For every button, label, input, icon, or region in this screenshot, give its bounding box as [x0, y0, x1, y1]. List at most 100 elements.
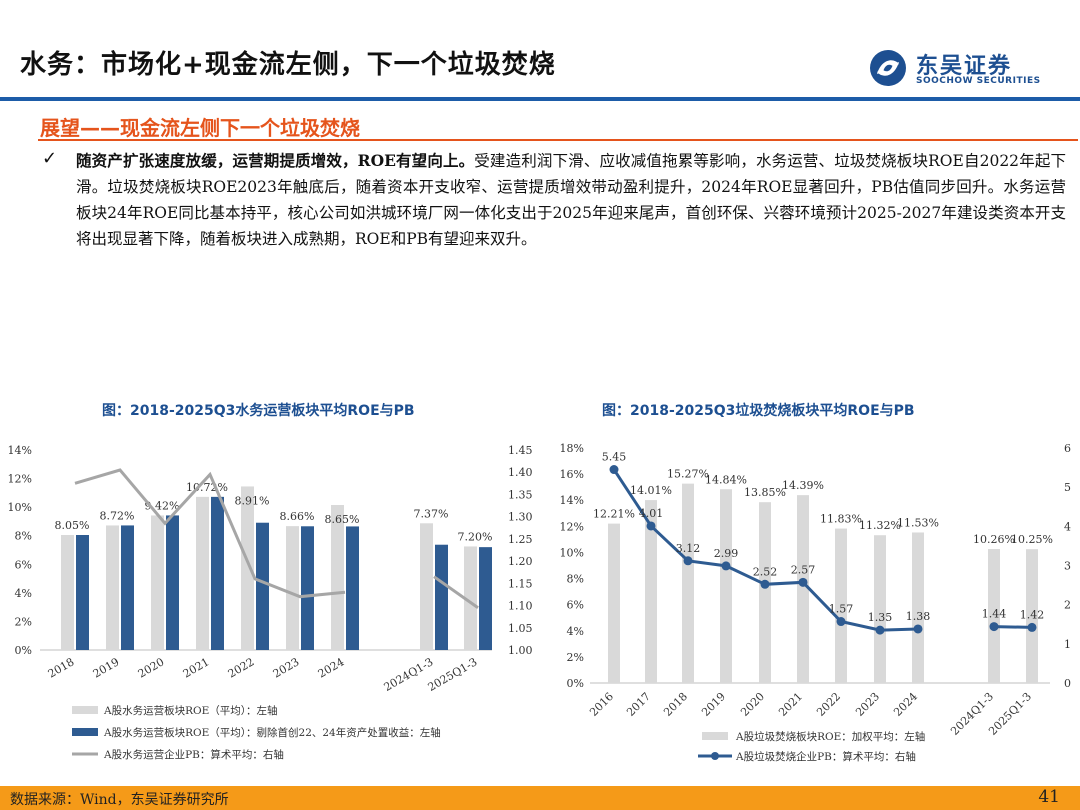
y-right-tick-label: 1.10	[508, 600, 533, 613]
pb-point	[875, 625, 885, 635]
pb-data-label: 2.57	[791, 563, 816, 576]
section-title: 展望——现金流左侧下一个垃圾焚烧	[40, 116, 360, 140]
roe-bar	[1026, 549, 1038, 683]
legend-label: A股水务运营企业PB：算术平均：右轴	[103, 748, 284, 761]
roe-bar	[608, 523, 620, 683]
roe-bar	[835, 528, 847, 683]
roe-adjusted-bar	[479, 547, 492, 650]
y-right-tick-label: 1.00	[508, 644, 533, 657]
checkmark-icon: ✓	[42, 148, 58, 169]
y-left-tick-label: 14%	[560, 494, 584, 507]
pb-data-label: 5.45	[602, 451, 627, 464]
x-tick-label: 2025Q1-3	[426, 655, 480, 694]
roe-adjusted-bar	[76, 535, 89, 650]
roe-bar	[420, 523, 433, 650]
x-tick-label: 2018	[661, 690, 690, 719]
pb-point	[646, 521, 656, 531]
pb-data-label: 1.44	[982, 608, 1007, 621]
pb-data-label: 1.35	[868, 611, 893, 624]
roe-bar	[286, 526, 299, 650]
y-left-tick-label: 0%	[567, 677, 584, 690]
header-divider	[0, 97, 1080, 101]
roe-bar	[106, 525, 119, 650]
y-left-tick-label: 0%	[15, 644, 32, 657]
pb-point	[609, 465, 619, 475]
pb-data-label: 3.12	[676, 542, 701, 555]
roe-data-label: 11.83%	[820, 513, 862, 526]
legend-label: A股水务运营板块ROE（平均）：左轴	[103, 704, 278, 717]
y-left-tick-label: 6%	[567, 599, 584, 612]
pb-data-label: 2.52	[753, 565, 778, 578]
x-tick-label: 2024	[891, 690, 920, 719]
roe-bar	[464, 546, 477, 650]
roe-adjusted-bar	[211, 496, 224, 650]
pb-point	[913, 624, 923, 634]
footer-source: 数据来源：Wind，东吴证券研究所	[10, 792, 229, 808]
roe-adjusted-bar	[435, 544, 448, 650]
page-number: 41	[1038, 787, 1060, 807]
roe-adjusted-bar	[256, 522, 269, 650]
x-tick-label: 2019	[699, 690, 728, 719]
chart1-title: 图：2018-2025Q3水务运营板块平均ROE与PB	[102, 403, 415, 419]
pb-point	[760, 579, 770, 589]
waste-roe-pb-chart: 0% 2% 4% 6% 8% 10% 12% 14% 16% 18% 0 1 2 3 4 5 6 12.21% 14…	[560, 442, 1071, 763]
roe-bar	[331, 505, 344, 650]
roe-data-label: 10.26%	[973, 533, 1015, 546]
x-tick-label: 2024Q1-3	[382, 655, 436, 694]
y-right-tick-label: 5	[1064, 481, 1071, 494]
x-tick-label: 2023	[853, 690, 882, 719]
roe-data-label: 13.85%	[744, 486, 786, 499]
roe-data-label: 8.66%	[280, 510, 315, 523]
page-title: 水务：市场化+现金流左侧，下一个垃圾焚烧	[20, 50, 556, 80]
y-left-tick-label: 16%	[560, 468, 584, 481]
x-tick-label: 2021	[776, 690, 805, 719]
roe-data-label: 7.37%	[414, 507, 449, 520]
bullet-bold-text: 随资产扩张速度放缓，运营期提质增效，ROE有望向上。	[76, 151, 475, 170]
y-left-tick-label: 12%	[560, 520, 584, 533]
pb-data-label: 2.99	[714, 547, 739, 560]
roe-data-label: 11.53%	[897, 516, 939, 529]
footer-bar	[0, 786, 1080, 810]
y-right-tick-label: 1	[1064, 638, 1071, 651]
roe-bar	[797, 495, 809, 683]
roe-bar	[682, 483, 694, 683]
y-right-tick-label: 4	[1064, 520, 1071, 533]
x-tick-label: 2017	[624, 690, 653, 719]
roe-bar	[988, 549, 1000, 683]
roe-bar	[720, 489, 732, 683]
y-right-tick-label: 1.25	[508, 533, 533, 546]
section-underline	[38, 139, 1078, 141]
pb-data-label: 1.38	[906, 610, 931, 623]
legend-swatch	[72, 706, 98, 714]
pb-line	[433, 575, 479, 610]
y-right-tick-label: 1.35	[508, 488, 533, 501]
y-left-tick-label: 10%	[560, 546, 584, 559]
y-left-tick-label: 18%	[560, 442, 584, 455]
roe-bar	[912, 532, 924, 683]
logo-en-text: SOOCHOW SECURITIES	[916, 76, 1041, 86]
y-left-tick-label: 4%	[567, 625, 584, 638]
pb-line	[993, 625, 1033, 629]
pb-data-label: 1.42	[1020, 608, 1045, 621]
pb-point	[683, 556, 693, 566]
y-left-tick-label: 2%	[567, 651, 584, 664]
y-left-tick-label: 8%	[567, 573, 584, 586]
bullet-paragraph: 随资产扩张速度放缓，运营期提质增效，ROE有望向上。受建造利润下滑、应收减值拖累…	[76, 148, 1066, 252]
roe-data-label: 12.21%	[593, 508, 635, 521]
x-tick-label: 2020	[136, 655, 167, 680]
roe-adjusted-bar	[166, 515, 179, 650]
soochow-logo: 东吴证券 SOOCHOW SECURITIES	[868, 48, 1048, 90]
x-tick-label: 2019	[91, 655, 122, 680]
roe-bar	[61, 535, 74, 650]
roe-data-label: 14.39%	[782, 479, 824, 492]
roe-data-label: 10.25%	[1011, 533, 1053, 546]
y-right-tick-label: 0	[1064, 677, 1071, 690]
y-left-tick-label: 12%	[8, 473, 32, 486]
bullet-body-text: 受建造利润下滑、应收减值拖累等影响，水务运营、垃圾焚烧板块ROE自2022年起下…	[76, 152, 1066, 248]
x-tick-label: 2018	[46, 655, 77, 680]
y-right-tick-label: 1.45	[508, 444, 533, 457]
legend-label: A股垃圾焚烧板块ROE：加权平均：左轴	[735, 730, 925, 743]
roe-adjusted-bar	[121, 525, 134, 650]
roe-adjusted-bar	[346, 526, 359, 650]
y-left-tick-label: 14%	[8, 444, 32, 457]
